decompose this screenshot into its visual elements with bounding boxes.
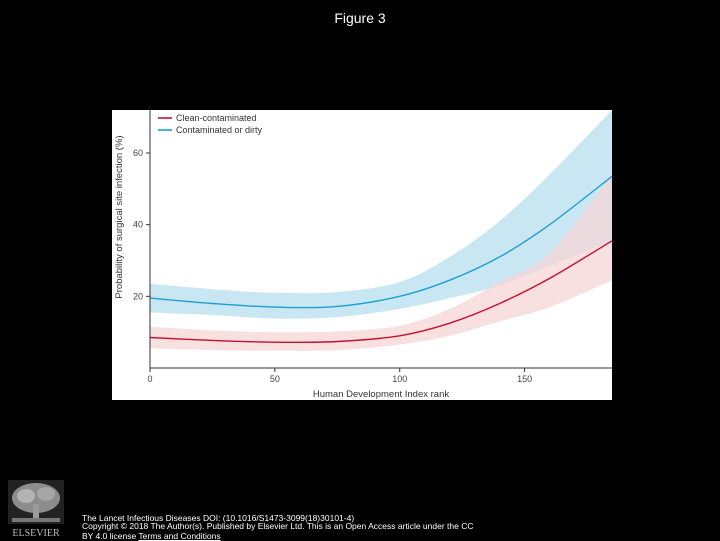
confidence-band-clean-contaminated xyxy=(150,174,612,351)
copyright-text: Copyright © 2018 The Author(s). Publishe… xyxy=(82,521,474,531)
confidence-band-contaminated-or-dirty xyxy=(150,110,612,319)
y-axis-label: Probability of surgical site infection (… xyxy=(114,135,125,298)
tree-emblem-icon xyxy=(8,480,64,524)
x-tick-label: 100 xyxy=(392,374,407,384)
x-axis-label: Human Development Index rank xyxy=(313,389,449,400)
series-line-contaminated-or-dirty xyxy=(149,175,612,309)
chart-panel: 20 40 60 0 50 100 150 Human Development Index r… xyxy=(112,110,612,400)
license-prefix: BY 4.0 license xyxy=(82,531,139,541)
legend-label: Contaminated or dirty xyxy=(176,125,263,135)
y-tick-label: 60 xyxy=(133,148,143,158)
x-tick-label: 0 xyxy=(147,374,152,384)
legend-label: Clean-contaminated xyxy=(176,113,257,123)
license-line: BY 4.0 license Terms and Conditions xyxy=(82,531,221,541)
elsevier-logo: ELSEVIER xyxy=(8,480,64,539)
x-tick-label: 50 xyxy=(270,374,280,384)
y-tick-label: 40 xyxy=(133,220,143,230)
confidence-bands xyxy=(150,110,612,351)
citation-text: The Lancet Infectious Diseases DOI: (10.… xyxy=(82,513,355,523)
x-tick-label: 150 xyxy=(517,374,532,384)
legend: Clean-contaminated Contaminated or dirty xyxy=(158,113,263,135)
slide-title: Figure 3 xyxy=(334,10,386,26)
series-lines xyxy=(149,175,612,344)
logo-text: ELSEVIER xyxy=(12,528,60,539)
series-line-clean-contaminated xyxy=(149,240,612,344)
chart-axes: 20 40 60 0 50 100 150 Human Development Index r… xyxy=(114,110,612,400)
terms-and-conditions-link[interactable]: Terms and Conditions xyxy=(138,531,221,541)
line-chart: 20 40 60 0 50 100 150 Human Development Index r… xyxy=(114,110,612,400)
y-tick-label: 20 xyxy=(133,291,143,301)
